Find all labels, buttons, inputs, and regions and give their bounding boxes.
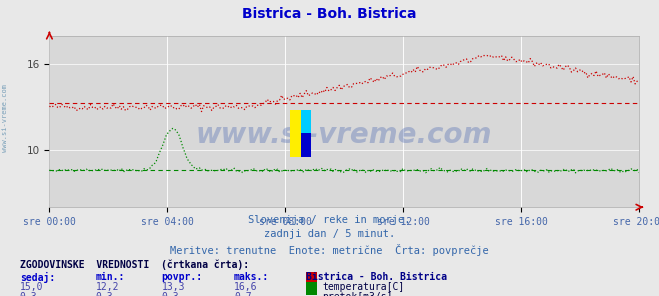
Text: povpr.:: povpr.: (161, 272, 202, 282)
Text: ZGODOVINSKE  VREDNOSTI  (črtkana črta):: ZGODOVINSKE VREDNOSTI (črtkana črta): (20, 259, 249, 269)
Text: pretok[m3/s]: pretok[m3/s] (322, 292, 393, 296)
Text: 16,6: 16,6 (234, 282, 258, 292)
Text: www.si-vreme.com: www.si-vreme.com (196, 121, 492, 149)
Text: 0,3: 0,3 (20, 292, 38, 296)
Text: www.si-vreme.com: www.si-vreme.com (2, 84, 9, 152)
Text: 13,3: 13,3 (161, 282, 185, 292)
Text: Meritve: trenutne  Enote: metrične  Črta: povprečje: Meritve: trenutne Enote: metrične Črta: … (170, 244, 489, 256)
Polygon shape (301, 133, 311, 157)
Text: sedaj:: sedaj: (20, 272, 55, 283)
Polygon shape (290, 110, 301, 157)
Text: temperatura[C]: temperatura[C] (322, 282, 405, 292)
Text: Bistrica - Boh. Bistrica: Bistrica - Boh. Bistrica (306, 272, 447, 282)
Text: maks.:: maks.: (234, 272, 269, 282)
Text: 15,0: 15,0 (20, 282, 43, 292)
Text: 0,7: 0,7 (234, 292, 252, 296)
Text: 12,2: 12,2 (96, 282, 119, 292)
Text: 0,3: 0,3 (161, 292, 179, 296)
Text: Bistrica - Boh. Bistrica: Bistrica - Boh. Bistrica (243, 7, 416, 21)
Text: zadnji dan / 5 minut.: zadnji dan / 5 minut. (264, 229, 395, 239)
Text: 0,3: 0,3 (96, 292, 113, 296)
Text: Slovenija / reke in morje.: Slovenija / reke in morje. (248, 215, 411, 225)
Text: min.:: min.: (96, 272, 125, 282)
Polygon shape (301, 110, 311, 133)
